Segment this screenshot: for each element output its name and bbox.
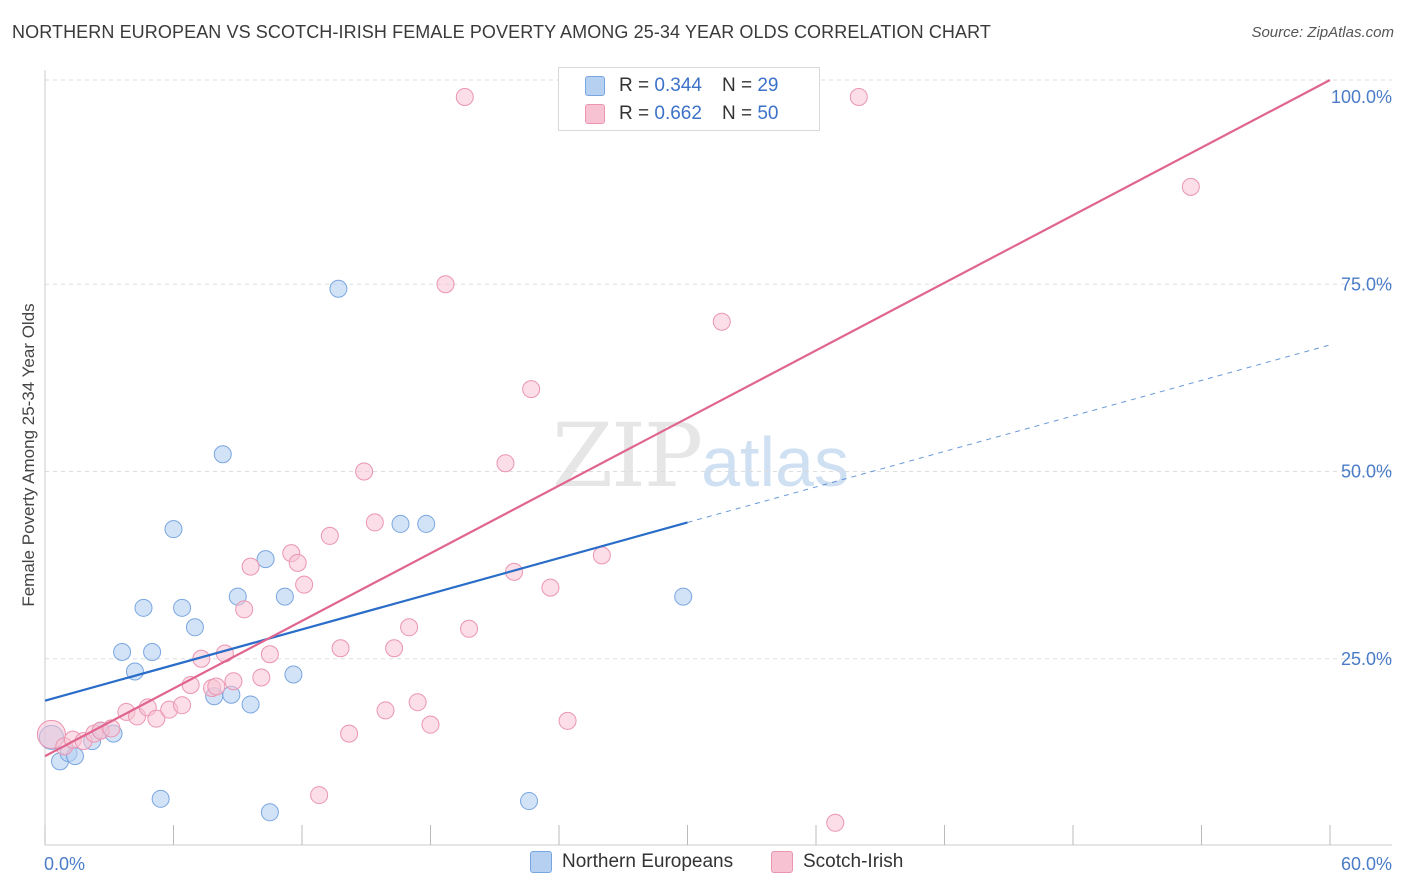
- watermark: ZIPatlas: [552, 404, 849, 507]
- scotch-irish-point: [421, 715, 440, 734]
- trend-lines: [44, 79, 1331, 758]
- scotch-irish-point: [224, 672, 243, 691]
- northern-europeans-point: [185, 618, 204, 637]
- northern-europeans-trend-extension: [687, 344, 1331, 523]
- chart-title: NORTHERN EUROPEAN VS SCOTCH-IRISH FEMALE…: [12, 22, 992, 42]
- x-tick-label: 60.0%: [1341, 854, 1392, 874]
- northern-europeans-point: [520, 792, 539, 811]
- legend-row-northern-europeans: R = 0.344 N = 29: [585, 73, 778, 99]
- scotch-irish-point: [252, 668, 271, 687]
- source-label: Source: ZipAtlas.com: [1251, 24, 1394, 41]
- x-tick-label: 0.0%: [44, 854, 85, 874]
- y-tick-label: 50.0%: [1341, 462, 1392, 482]
- scotch-irish-point: [340, 724, 359, 743]
- scotch-irish-point: [295, 575, 314, 594]
- legend-r-label: R =: [619, 103, 650, 124]
- northern-europeans-trend-line: [44, 521, 688, 702]
- scotch-irish-point: [455, 88, 474, 106]
- scotch-irish-point: [408, 693, 427, 712]
- legend-swatch-pink: [585, 104, 605, 124]
- scotch-irish-point: [331, 639, 350, 658]
- scotch-irish-point: [288, 553, 307, 572]
- legend-r-value: 0.662: [654, 103, 702, 124]
- scotch-irish-point: [496, 454, 515, 473]
- legend-label-northern-europeans: Northern Europeans: [562, 851, 734, 872]
- axes: [44, 70, 1392, 846]
- scotch-irish-point: [436, 275, 455, 294]
- northern-europeans-point: [329, 279, 348, 298]
- legend-label-scotch-irish: Scotch-Irish: [803, 851, 904, 872]
- legend-row-scotch-irish: R = 0.662 N = 50: [585, 101, 778, 127]
- northern-europeans-point: [391, 514, 410, 533]
- scotch-irish-point: [207, 677, 226, 696]
- scotch-irish-point: [1181, 177, 1200, 196]
- scotch-irish-point: [385, 639, 404, 658]
- scotch-irish-point: [541, 578, 560, 597]
- northern-europeans-point: [241, 695, 260, 714]
- scotch-irish-trend-line: [44, 79, 1331, 758]
- scotch-irish-point: [235, 600, 254, 619]
- scotch-irish-point: [365, 513, 384, 532]
- northern-europeans-point: [164, 520, 183, 539]
- scotch-irish-point: [460, 619, 479, 638]
- legend-swatch-pink: [771, 851, 793, 873]
- northern-europeans-point: [173, 598, 192, 617]
- watermark-atlas: atlas: [701, 423, 849, 501]
- scotch-irish-point: [849, 88, 868, 106]
- scotch-irish-point: [173, 696, 192, 715]
- scotch-irish-point: [376, 701, 395, 720]
- northern-europeans-point: [256, 550, 275, 569]
- scotch-irish-point: [558, 711, 577, 730]
- legend-item-northern-europeans[interactable]: Northern Europeans: [530, 851, 733, 873]
- scotch-irish-point: [310, 786, 329, 805]
- scotch-irish-point: [400, 618, 419, 637]
- legend-swatch-blue: [530, 851, 552, 873]
- northern-europeans-point: [134, 598, 153, 617]
- y-tick-label: 100.0%: [1331, 87, 1392, 107]
- legend-item-scotch-irish[interactable]: Scotch-Irish: [771, 851, 903, 873]
- northern-europeans-point: [125, 662, 144, 681]
- northern-europeans-point: [674, 587, 693, 606]
- legend-r-label: R =: [619, 75, 650, 96]
- correlation-legend: R = 0.344 N = 29 R = 0.662 N = 50: [558, 67, 820, 131]
- northern-europeans-point: [260, 803, 279, 822]
- y-axis-title: Female Poverty Among 25-34 Year Olds: [19, 303, 38, 606]
- scotch-irish-point: [826, 813, 845, 832]
- scotch-irish-point: [522, 380, 541, 399]
- series-northern-europeans-points: [38, 279, 693, 822]
- scotch-irish-point: [592, 546, 611, 565]
- axis-labels: 25.0% 50.0% 75.0% 100.0% 0.0% 60.0% Female Pov…: [19, 87, 1392, 874]
- legend-n-value: 29: [757, 75, 779, 96]
- northern-europeans-point: [417, 514, 436, 533]
- legend-swatch-blue: [585, 76, 605, 96]
- northern-europeans-point: [143, 643, 162, 662]
- scotch-irish-point: [355, 462, 374, 481]
- scotch-irish-point: [320, 526, 339, 545]
- scotch-irish-point: [241, 557, 260, 576]
- scotch-irish-point: [147, 709, 166, 728]
- northern-europeans-point: [284, 665, 303, 684]
- northern-europeans-point: [213, 445, 232, 464]
- legend-r-value: 0.344: [654, 75, 702, 96]
- northern-europeans-point: [151, 789, 170, 808]
- series-scotch-irish-points: [36, 88, 1200, 832]
- y-tick-label: 75.0%: [1341, 274, 1392, 294]
- legend-n-value: 50: [757, 103, 779, 124]
- northern-europeans-point: [113, 643, 132, 662]
- watermark-zip: ZIP: [552, 404, 703, 507]
- series-legend: Northern Europeans Scotch-Irish: [0, 851, 1406, 877]
- legend-n-label: N =: [721, 75, 753, 96]
- y-tick-label: 25.0%: [1341, 649, 1392, 669]
- scotch-irish-point: [260, 645, 279, 664]
- scotch-irish-point: [102, 719, 121, 738]
- scotch-irish-point: [712, 312, 731, 331]
- northern-europeans-point: [275, 587, 294, 606]
- legend-n-label: N =: [721, 103, 753, 124]
